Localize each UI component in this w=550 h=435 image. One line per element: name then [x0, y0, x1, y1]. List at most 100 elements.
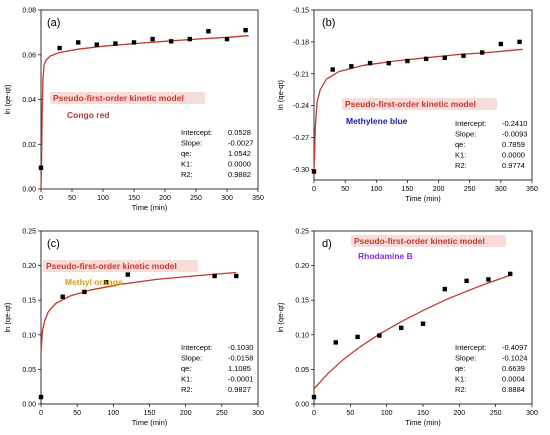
stat-label: R2: — [181, 385, 193, 394]
data-point — [311, 169, 317, 174]
stat-label: Intercept: — [181, 343, 212, 352]
y-tick-label: 0.25 — [295, 229, 309, 236]
y-tick-label: 0.25 — [22, 229, 36, 236]
stat-label: K1: — [181, 160, 192, 169]
stat-label: R2: — [455, 385, 467, 394]
panel-label: (b) — [322, 17, 335, 29]
stat-value: 1.0542 — [228, 149, 251, 158]
stat-value: -0.0158 — [228, 354, 253, 363]
data-point — [355, 334, 360, 340]
stat-label: Slope: — [181, 139, 202, 148]
panel-label: (c) — [47, 238, 60, 250]
x-tick-label: 100 — [381, 410, 393, 417]
data-point — [367, 60, 373, 66]
data-point — [131, 40, 137, 45]
data-point — [508, 271, 513, 277]
model-label-highlight — [50, 92, 205, 104]
stat-label: qe: — [455, 364, 465, 373]
x-tick-label: 100 — [97, 195, 109, 202]
stat-value: -0.4097 — [502, 343, 527, 352]
y-tick-label: 0.08 — [22, 8, 36, 15]
y-tick-label: -0.18 — [293, 39, 309, 46]
y-tick-label: 0.00 — [22, 402, 36, 409]
data-point — [150, 36, 155, 42]
fit-curve — [40, 271, 237, 353]
stat-label: Intercept: — [455, 343, 486, 352]
y-tick-label: 0.06 — [22, 52, 36, 59]
x-tick-label: 50 — [68, 195, 76, 202]
data-point — [187, 36, 192, 42]
x-tick-label: 200 — [180, 410, 192, 417]
dye-label: Rhodamine B — [358, 251, 413, 261]
data-point — [442, 286, 447, 292]
stat-value: 0.8884 — [502, 385, 525, 394]
stat-value: 0.6639 — [502, 364, 525, 373]
data-point — [212, 273, 217, 279]
data-point — [386, 60, 391, 66]
model-label-highlight — [342, 98, 497, 110]
data-point — [243, 27, 248, 33]
y-tick-label: -0.21 — [293, 71, 309, 78]
stat-label: Intercept: — [181, 128, 212, 137]
y-tick-label: -0.27 — [293, 135, 309, 142]
data-point — [399, 325, 404, 331]
stat-value: 0.9774 — [502, 161, 525, 170]
chart-panel-2: 0 50 100 150 200 250 300 350 -0.30 -0.27 -0.24 -0.2… — [276, 8, 538, 204]
stat-value: 1.1085 — [228, 364, 251, 373]
y-tick-label: 0.00 — [22, 187, 36, 194]
data-point — [405, 58, 410, 64]
y-tick-label: 0.10 — [22, 332, 36, 339]
x-tick-label: 200 — [433, 186, 445, 193]
stat-value: -0.1024 — [502, 354, 527, 363]
y-tick-label: -0.24 — [293, 103, 309, 110]
stat-label: qe: — [181, 149, 191, 158]
y-tick-label: 0.05 — [22, 367, 36, 374]
chart-panel-1: 0 50 100 150 200 250 300 350 0.00 0.02 0.04 0.06 0.0… — [3, 8, 264, 213]
data-point — [82, 289, 87, 295]
stat-label: K1: — [455, 151, 466, 160]
data-point — [461, 53, 466, 58]
data-point — [486, 277, 491, 282]
y-tick-label: 0.00 — [295, 402, 309, 409]
x-tick-label: 200 — [159, 195, 171, 202]
y-axis-title: ln (qe-qt) — [3, 302, 12, 333]
data-point — [169, 39, 174, 44]
dye-label: Congo red — [67, 110, 110, 120]
x-tick-label: 50 — [341, 186, 349, 193]
x-axis-title: Time (min) — [132, 203, 168, 212]
x-axis-title: Time (min) — [405, 194, 441, 203]
data-point — [57, 45, 62, 51]
stat-label: Intercept: — [455, 119, 486, 128]
stat-value: 0.0528 — [228, 128, 251, 137]
data-point — [377, 333, 382, 338]
x-tick-label: 250 — [190, 195, 202, 202]
data-point — [234, 273, 239, 279]
data-point — [94, 42, 99, 47]
plot-frame — [313, 9, 533, 181]
stat-label: R2: — [455, 161, 467, 170]
data-point — [517, 39, 522, 45]
plot-frame — [313, 230, 533, 405]
y-tick-label: -0.30 — [293, 167, 309, 174]
data-point — [224, 36, 230, 42]
y-tick-label: -0.15 — [293, 8, 309, 15]
stat-value: 0.0000 — [502, 151, 525, 160]
x-tick-label: 150 — [417, 410, 429, 417]
model-label: Pseudo-first-order kinetic model — [354, 236, 485, 246]
x-tick-label: 250 — [490, 410, 502, 417]
x-tick-label: 50 — [346, 410, 354, 417]
stat-value: -0.0027 — [228, 139, 253, 148]
data-point — [349, 64, 354, 69]
data-point — [125, 272, 130, 277]
stat-value: 0.0004 — [502, 375, 525, 384]
x-tick-label: 150 — [402, 186, 414, 193]
x-tick-label: 100 — [370, 186, 382, 193]
x-tick-label: 350 — [252, 195, 264, 202]
data-point — [76, 40, 81, 45]
data-point — [420, 321, 426, 326]
data-point — [113, 41, 118, 46]
stat-label: qe: — [181, 364, 191, 373]
data-point — [60, 294, 65, 299]
panel-label: (a) — [47, 17, 60, 29]
x-tick-label: 250 — [464, 186, 476, 193]
